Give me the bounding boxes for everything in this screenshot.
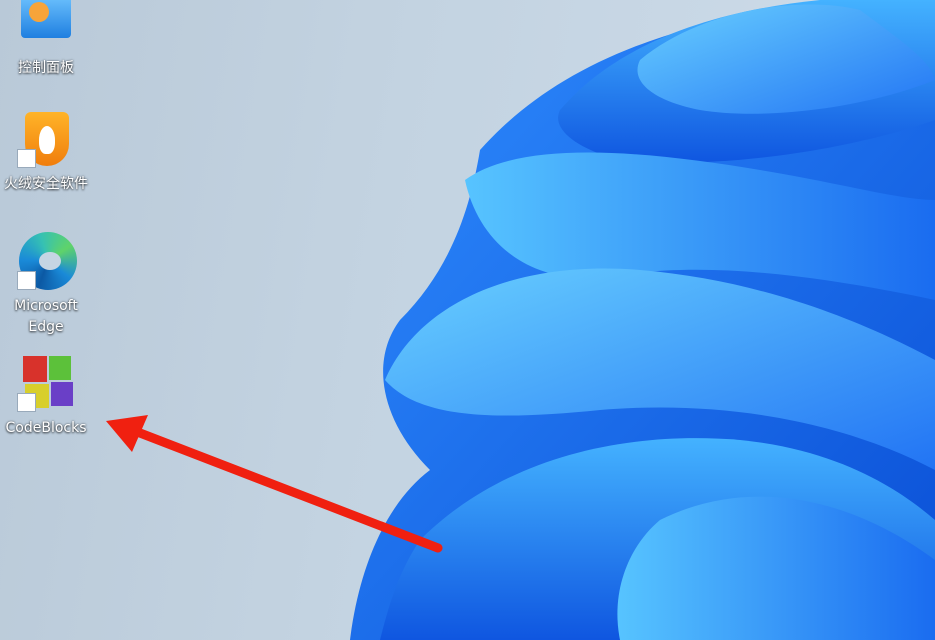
desktop-icon[interactable]: CodeBlocks: [0, 354, 92, 439]
desktop-icon[interactable]: 控制面板: [0, 0, 92, 79]
petal: [465, 152, 935, 300]
huorong-icon: [17, 110, 75, 168]
icon-label: Microsoft Edge: [14, 298, 78, 335]
icon-label: 控制面板: [18, 60, 74, 76]
arrow-shaft: [135, 428, 443, 553]
shortcut-badge: [17, 393, 36, 412]
petal: [385, 268, 935, 470]
edge-icon: [17, 232, 77, 290]
arrow-head: [106, 415, 148, 452]
codeblocks-icon: [17, 354, 75, 412]
icon-label: 火绒安全软件: [4, 176, 88, 192]
desktop-icon[interactable]: 火绒安全软件: [0, 110, 92, 195]
shortcut-badge: [17, 271, 36, 290]
icon-label: CodeBlocks: [5, 420, 87, 436]
petal: [637, 4, 935, 114]
petal: [617, 496, 935, 640]
control-panel-icon: [17, 0, 75, 52]
desktop-icon[interactable]: Microsoft Edge: [0, 232, 92, 338]
shortcut-badge: [17, 149, 36, 168]
